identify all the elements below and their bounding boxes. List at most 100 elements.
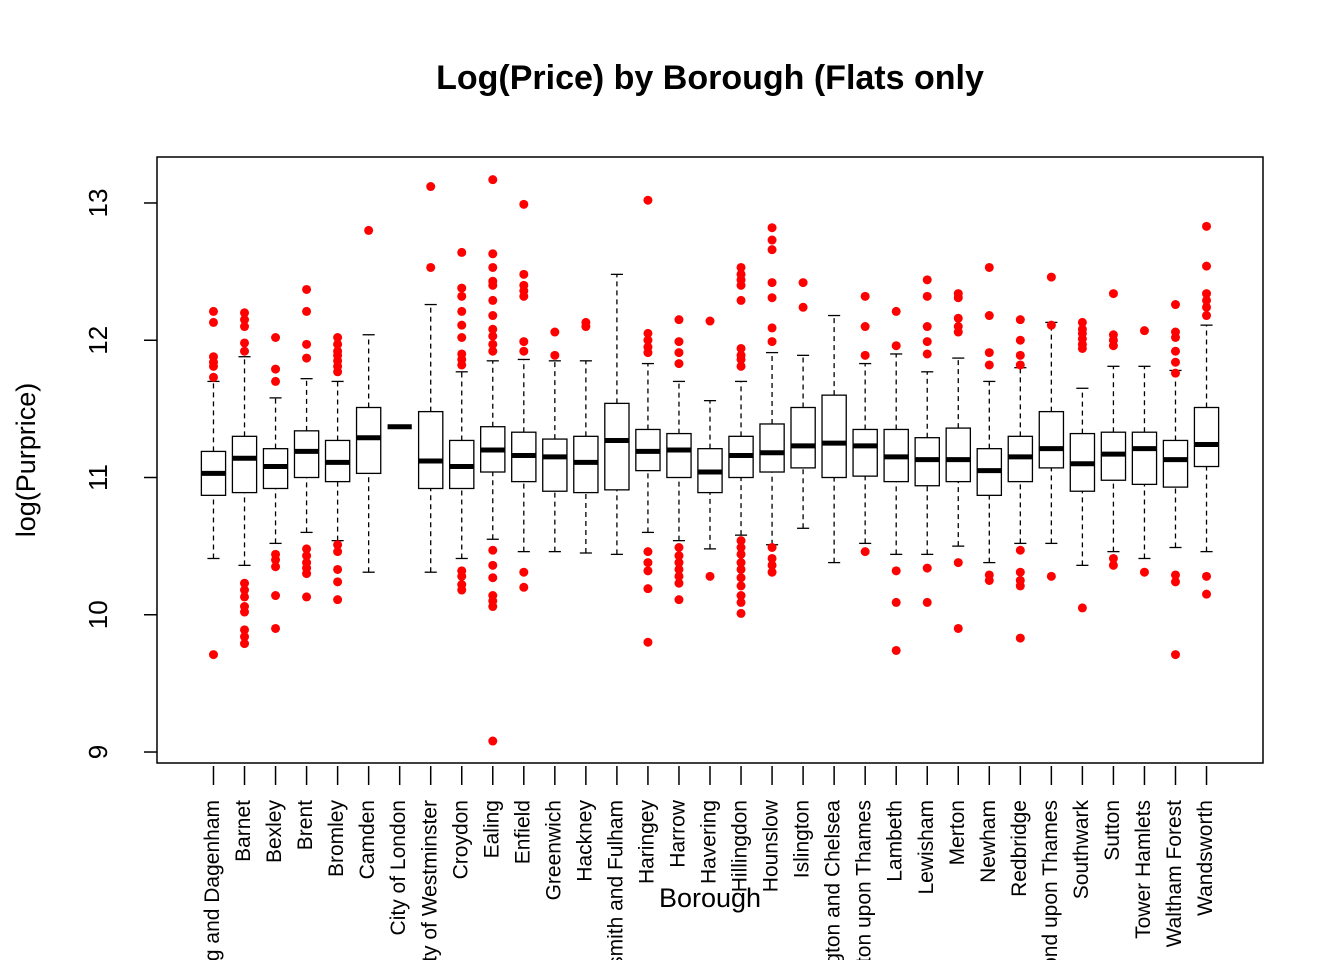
outlier: [333, 332, 343, 342]
y-tick-label: 12: [83, 326, 113, 355]
x-tick-label: Croydon: [449, 800, 472, 879]
box: [821, 394, 847, 479]
outlier: [240, 592, 250, 602]
x-tick-label: Brent: [294, 800, 317, 850]
x-tick-label: Harrow: [667, 799, 690, 868]
outlier: [240, 639, 250, 649]
y-tick-label: 11: [83, 464, 113, 491]
outlier: [736, 591, 746, 601]
outlier: [271, 376, 281, 386]
outlier: [1046, 272, 1056, 282]
outlier: [736, 573, 746, 583]
outlier: [767, 245, 777, 255]
x-tick-label: Bromley: [325, 800, 348, 878]
outlier: [643, 584, 653, 594]
outlier: [922, 563, 932, 573]
outlier: [488, 249, 498, 259]
box: [293, 430, 320, 479]
outlier: [736, 581, 746, 591]
outlier: [457, 332, 467, 342]
outlier: [736, 295, 746, 305]
outlier: [891, 306, 901, 316]
y-tick-label: 10: [83, 600, 113, 629]
outlier: [736, 343, 746, 353]
outlier: [1077, 603, 1087, 613]
outlier: [302, 284, 312, 294]
outlier: [767, 553, 777, 563]
x-tick-label: City of Westminster: [418, 800, 441, 960]
x-tick-label: Kensington and Chelsea: [822, 800, 845, 960]
outlier: [488, 346, 498, 356]
box: [759, 423, 785, 473]
outlier: [1108, 560, 1118, 570]
outlier: [1046, 571, 1056, 581]
outlier: [1139, 326, 1149, 336]
x-tick-label: City of London: [387, 800, 410, 935]
outlier: [643, 195, 653, 205]
outlier: [1170, 300, 1180, 310]
outlier: [922, 275, 932, 285]
outlier: [457, 360, 467, 370]
outlier: [271, 591, 281, 601]
outlier: [767, 567, 777, 577]
outlier: [488, 331, 498, 341]
outlier: [705, 571, 715, 581]
outlier: [488, 295, 498, 305]
outlier: [240, 308, 250, 318]
outlier: [426, 182, 436, 192]
outlier: [488, 560, 498, 570]
outlier: [643, 348, 653, 358]
box: [604, 402, 630, 491]
x-tick-label: Sutton: [1101, 800, 1124, 861]
outlier: [488, 262, 498, 272]
outlier: [240, 315, 250, 325]
outlier: [333, 367, 343, 377]
outlier: [302, 569, 312, 579]
outlier: [1015, 360, 1025, 370]
outlier: [953, 623, 963, 633]
outlier: [1015, 567, 1025, 577]
outlier: [333, 540, 343, 550]
outlier: [922, 349, 932, 359]
box: [542, 438, 568, 492]
x-tick-label: Lewisham: [915, 800, 938, 895]
outlier: [1170, 577, 1180, 587]
outlier: [953, 327, 963, 337]
outlier: [1202, 311, 1212, 321]
outlier: [302, 339, 312, 349]
box: [790, 406, 816, 469]
x-tick-label: Redbridge: [1008, 800, 1031, 897]
outlier: [1170, 570, 1180, 580]
outlier: [922, 337, 932, 347]
x-tick-label: Merton: [946, 800, 969, 865]
outlier: [643, 637, 653, 647]
outlier: [767, 235, 777, 245]
outlier: [1202, 261, 1212, 271]
outlier: [519, 346, 529, 356]
outlier: [674, 578, 684, 588]
outlier: [302, 353, 312, 363]
outlier: [736, 354, 746, 364]
outlier: [798, 278, 808, 288]
outlier: [984, 360, 994, 370]
outlier: [767, 337, 777, 347]
outlier: [333, 547, 343, 557]
outlier: [457, 291, 467, 301]
outlier: [240, 632, 250, 642]
x-tick-label: Hackney: [573, 800, 596, 882]
outlier: [1108, 341, 1118, 351]
outlier: [736, 361, 746, 371]
outlier: [240, 607, 250, 617]
x-tick-label: Camden: [356, 800, 379, 879]
outlier: [953, 558, 963, 568]
outlier: [674, 359, 684, 369]
outlier: [333, 339, 343, 349]
box: [231, 435, 258, 494]
x-tick-label: Islington: [791, 800, 814, 878]
outlier: [1077, 317, 1087, 327]
outlier: [457, 571, 467, 581]
x-tick-label: Haringey: [635, 800, 658, 885]
plot-frame: [156, 156, 1264, 764]
outlier: [1170, 332, 1180, 342]
